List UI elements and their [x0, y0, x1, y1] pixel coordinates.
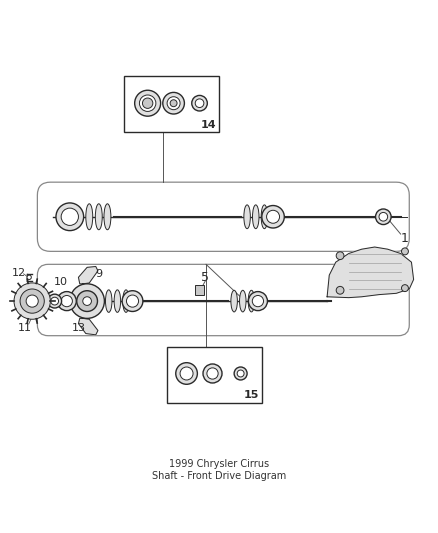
Circle shape — [139, 95, 156, 111]
Circle shape — [252, 295, 264, 306]
Ellipse shape — [114, 290, 120, 312]
Text: 12: 12 — [12, 268, 26, 278]
Ellipse shape — [244, 205, 251, 229]
Ellipse shape — [248, 290, 254, 312]
Circle shape — [192, 95, 207, 111]
Circle shape — [142, 98, 153, 108]
Text: 1: 1 — [401, 232, 409, 245]
Circle shape — [176, 362, 198, 384]
Circle shape — [375, 209, 391, 224]
Circle shape — [127, 295, 138, 307]
Circle shape — [26, 295, 38, 307]
Ellipse shape — [253, 205, 259, 229]
Circle shape — [57, 292, 76, 311]
Circle shape — [48, 294, 62, 308]
Circle shape — [195, 99, 204, 108]
Circle shape — [163, 92, 184, 114]
Circle shape — [70, 284, 104, 318]
Text: 15: 15 — [244, 390, 259, 400]
Circle shape — [61, 295, 72, 306]
Text: 5: 5 — [201, 271, 209, 284]
Circle shape — [56, 203, 84, 231]
Bar — [167, 346, 262, 403]
Circle shape — [180, 367, 193, 380]
Circle shape — [170, 100, 177, 107]
Circle shape — [51, 297, 59, 305]
Text: 10: 10 — [54, 277, 68, 287]
Circle shape — [20, 289, 44, 313]
Circle shape — [379, 213, 388, 221]
Circle shape — [248, 292, 268, 311]
Circle shape — [234, 367, 247, 380]
Circle shape — [27, 275, 32, 279]
Text: 1999 Chrysler Cirrus
Shaft - Front Drive Diagram: 1999 Chrysler Cirrus Shaft - Front Drive… — [152, 459, 286, 481]
Bar — [195, 285, 204, 295]
Ellipse shape — [261, 205, 268, 229]
Text: 9: 9 — [95, 269, 102, 279]
Text: 13: 13 — [71, 323, 85, 333]
Circle shape — [237, 370, 244, 377]
Bar — [124, 76, 219, 132]
Polygon shape — [78, 318, 98, 335]
Circle shape — [207, 368, 218, 379]
Polygon shape — [327, 247, 413, 297]
Circle shape — [402, 285, 408, 292]
Circle shape — [77, 290, 98, 311]
Text: 14: 14 — [200, 119, 216, 130]
Ellipse shape — [86, 204, 93, 230]
Circle shape — [14, 283, 50, 319]
Circle shape — [336, 286, 344, 294]
Circle shape — [83, 297, 92, 305]
Ellipse shape — [240, 290, 246, 312]
Circle shape — [167, 96, 180, 110]
Circle shape — [61, 208, 78, 225]
Circle shape — [134, 90, 161, 116]
Ellipse shape — [104, 204, 111, 230]
Polygon shape — [78, 266, 98, 284]
Circle shape — [262, 206, 284, 228]
Circle shape — [203, 364, 222, 383]
Ellipse shape — [123, 290, 129, 312]
Circle shape — [122, 290, 143, 311]
Text: 11: 11 — [18, 323, 32, 333]
Circle shape — [336, 252, 344, 260]
Circle shape — [267, 211, 279, 223]
Circle shape — [402, 248, 408, 255]
Ellipse shape — [95, 204, 102, 230]
Ellipse shape — [106, 290, 112, 312]
Ellipse shape — [231, 290, 237, 312]
